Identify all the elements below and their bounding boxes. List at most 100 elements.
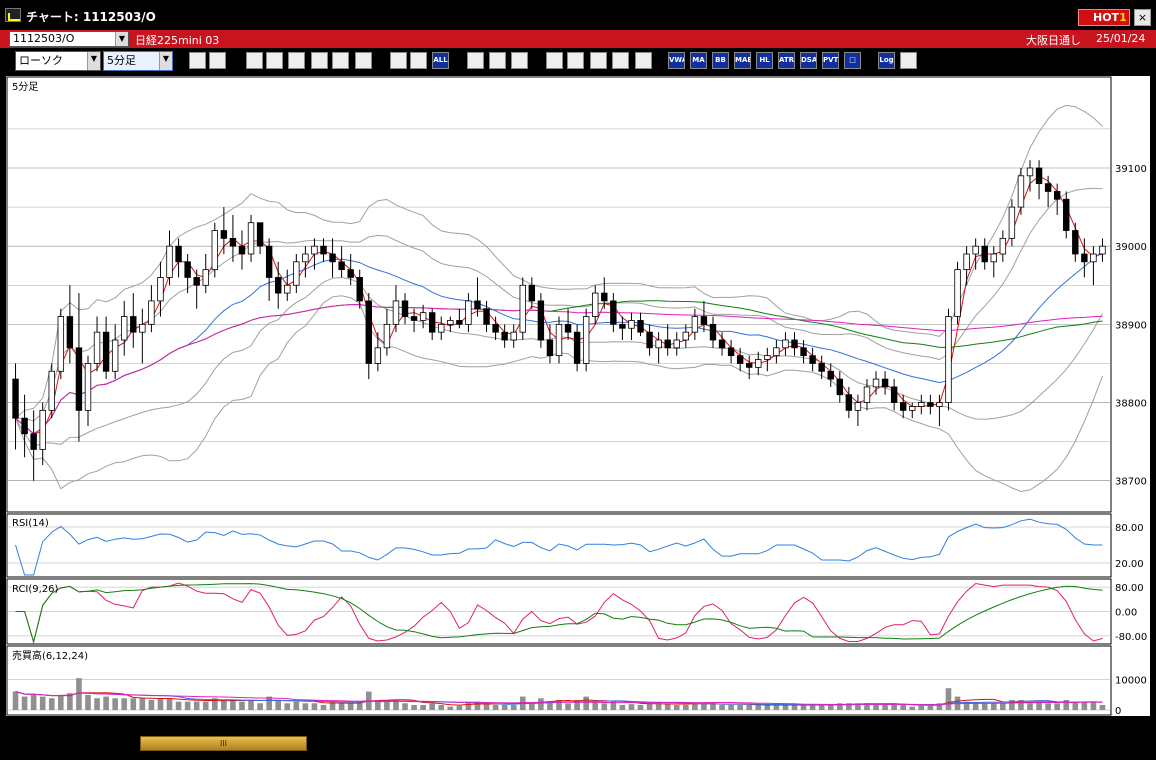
volume-bar xyxy=(664,703,671,710)
volume-bar xyxy=(990,703,997,710)
volume-bar xyxy=(1090,701,1097,710)
interval-select[interactable]: 5分足 ▼ xyxy=(103,51,173,71)
show-all-button[interactable]: ALL xyxy=(432,52,449,69)
candle-body xyxy=(202,269,209,286)
volume-bar xyxy=(338,703,345,710)
code-select[interactable]: 1112503/O ▼ xyxy=(9,31,129,47)
volume-bar xyxy=(311,703,318,710)
volume-bar xyxy=(39,696,46,710)
chart-svg[interactable]: 38700 38800 38900 39000 39100 5分足 80.00 20.00 RS… xyxy=(6,76,1150,729)
candle-body xyxy=(718,339,726,349)
candle-body xyxy=(963,253,970,271)
pointer-icon[interactable] xyxy=(288,52,305,69)
volume-bar xyxy=(972,703,979,710)
candle-body xyxy=(102,331,110,372)
color-icon[interactable] xyxy=(511,52,528,69)
chart-type-select[interactable]: ローソク ▼ xyxy=(15,51,101,71)
brush-icon[interactable] xyxy=(489,52,506,69)
candle-body xyxy=(166,245,173,278)
crosshair-icon[interactable] xyxy=(209,52,226,69)
export-icon[interactable] xyxy=(900,52,917,69)
candle-body xyxy=(1090,253,1097,263)
candle-body xyxy=(66,316,74,349)
settings-icon[interactable] xyxy=(467,52,484,69)
volume-bar xyxy=(836,703,843,710)
indicator-hl-button[interactable]: HL xyxy=(756,52,773,69)
volume-bar xyxy=(1063,699,1070,710)
volume-bar xyxy=(538,698,544,710)
candle-body xyxy=(709,323,717,341)
candle-narrow-icon[interactable] xyxy=(410,52,427,69)
candle-body xyxy=(111,339,119,372)
volume-bar xyxy=(791,704,798,710)
indicator-ma-button[interactable]: MA xyxy=(690,52,707,69)
candle-width-icon[interactable] xyxy=(390,52,407,69)
trendline-icon[interactable] xyxy=(266,52,283,69)
candle-body xyxy=(1017,175,1025,208)
order-buy-icon[interactable] xyxy=(590,52,607,69)
scroll-thumb[interactable]: III xyxy=(140,736,307,751)
candle-body xyxy=(274,277,282,294)
candle-body xyxy=(990,253,997,263)
volume-bar xyxy=(628,704,635,710)
candle-body xyxy=(800,347,807,357)
candle-body xyxy=(75,347,83,411)
indicator-pvt-button[interactable]: PVT xyxy=(822,52,839,69)
candle-body xyxy=(39,409,46,450)
candle-body xyxy=(428,312,436,333)
search-icon[interactable] xyxy=(567,52,584,69)
indicator-bb-button[interactable]: BB xyxy=(712,52,729,69)
chart-area[interactable]: 38700 38800 38900 39000 39100 5分足 80.00 20.00 RS… xyxy=(6,76,1150,729)
indicator-dsa-button[interactable]: DSA xyxy=(800,52,817,69)
volume-bar xyxy=(574,699,580,710)
candle-body xyxy=(121,316,128,341)
main-ytick-label: 38800 xyxy=(1115,399,1147,410)
rci-ytick-label: 0.00 xyxy=(1115,608,1137,619)
candle-body xyxy=(465,300,472,325)
candle-body xyxy=(93,331,101,364)
zoom-icon[interactable] xyxy=(189,52,206,69)
volume-bar xyxy=(239,701,245,710)
volume-bar xyxy=(927,705,934,710)
indicator-mae-button[interactable]: MAE xyxy=(734,52,751,69)
candle-body xyxy=(1026,167,1034,177)
candle-body xyxy=(483,308,490,325)
order-sell-icon[interactable] xyxy=(612,52,629,69)
rci-long-line xyxy=(15,583,1103,644)
candle-body xyxy=(1008,206,1016,239)
candle-body xyxy=(628,320,635,329)
volume-panel-label: 売買高(6,12,24) xyxy=(12,649,88,662)
chevron-down-icon[interactable]: ▼ xyxy=(115,32,128,46)
close-button[interactable]: × xyxy=(1134,9,1151,26)
volume-bar xyxy=(882,704,888,710)
log-button[interactable]: Log xyxy=(878,52,895,69)
hot-button[interactable]: HOT1 xyxy=(1078,9,1130,26)
volume-bar xyxy=(846,703,852,710)
rci-ytick-label: 80.00 xyxy=(1115,583,1144,594)
volume-bar xyxy=(782,704,789,710)
main-ytick-label: 39000 xyxy=(1115,242,1147,253)
undo-icon[interactable] xyxy=(311,52,328,69)
volume-bar xyxy=(166,698,173,710)
volume-bar xyxy=(900,704,907,710)
trash-icon[interactable] xyxy=(355,52,372,69)
mark-icon[interactable] xyxy=(546,52,563,69)
chevron-down-icon[interactable]: ▼ xyxy=(159,52,172,70)
candle-body xyxy=(30,433,37,450)
note-icon[interactable] xyxy=(332,52,349,69)
indicator-atr-button[interactable]: ATR xyxy=(778,52,795,69)
rsi-panel-label: RSI(14) xyxy=(12,518,49,529)
disabled-icon[interactable] xyxy=(635,52,652,69)
candle-body xyxy=(211,230,219,271)
pencil-icon[interactable] xyxy=(246,52,263,69)
chevron-down-icon[interactable]: ▼ xyxy=(87,52,100,70)
volume-bar xyxy=(610,701,617,710)
volume-bar xyxy=(1099,704,1106,710)
candle-body xyxy=(1044,183,1052,192)
rsi-ytick-label: 80.00 xyxy=(1115,523,1144,534)
scroll-bar[interactable]: III xyxy=(0,733,1156,760)
indicator-box-button[interactable]: □ xyxy=(844,52,861,69)
indicator-vwap-button[interactable]: VWAP xyxy=(668,52,685,69)
volume-bar xyxy=(809,704,816,710)
candle-body xyxy=(157,277,164,302)
